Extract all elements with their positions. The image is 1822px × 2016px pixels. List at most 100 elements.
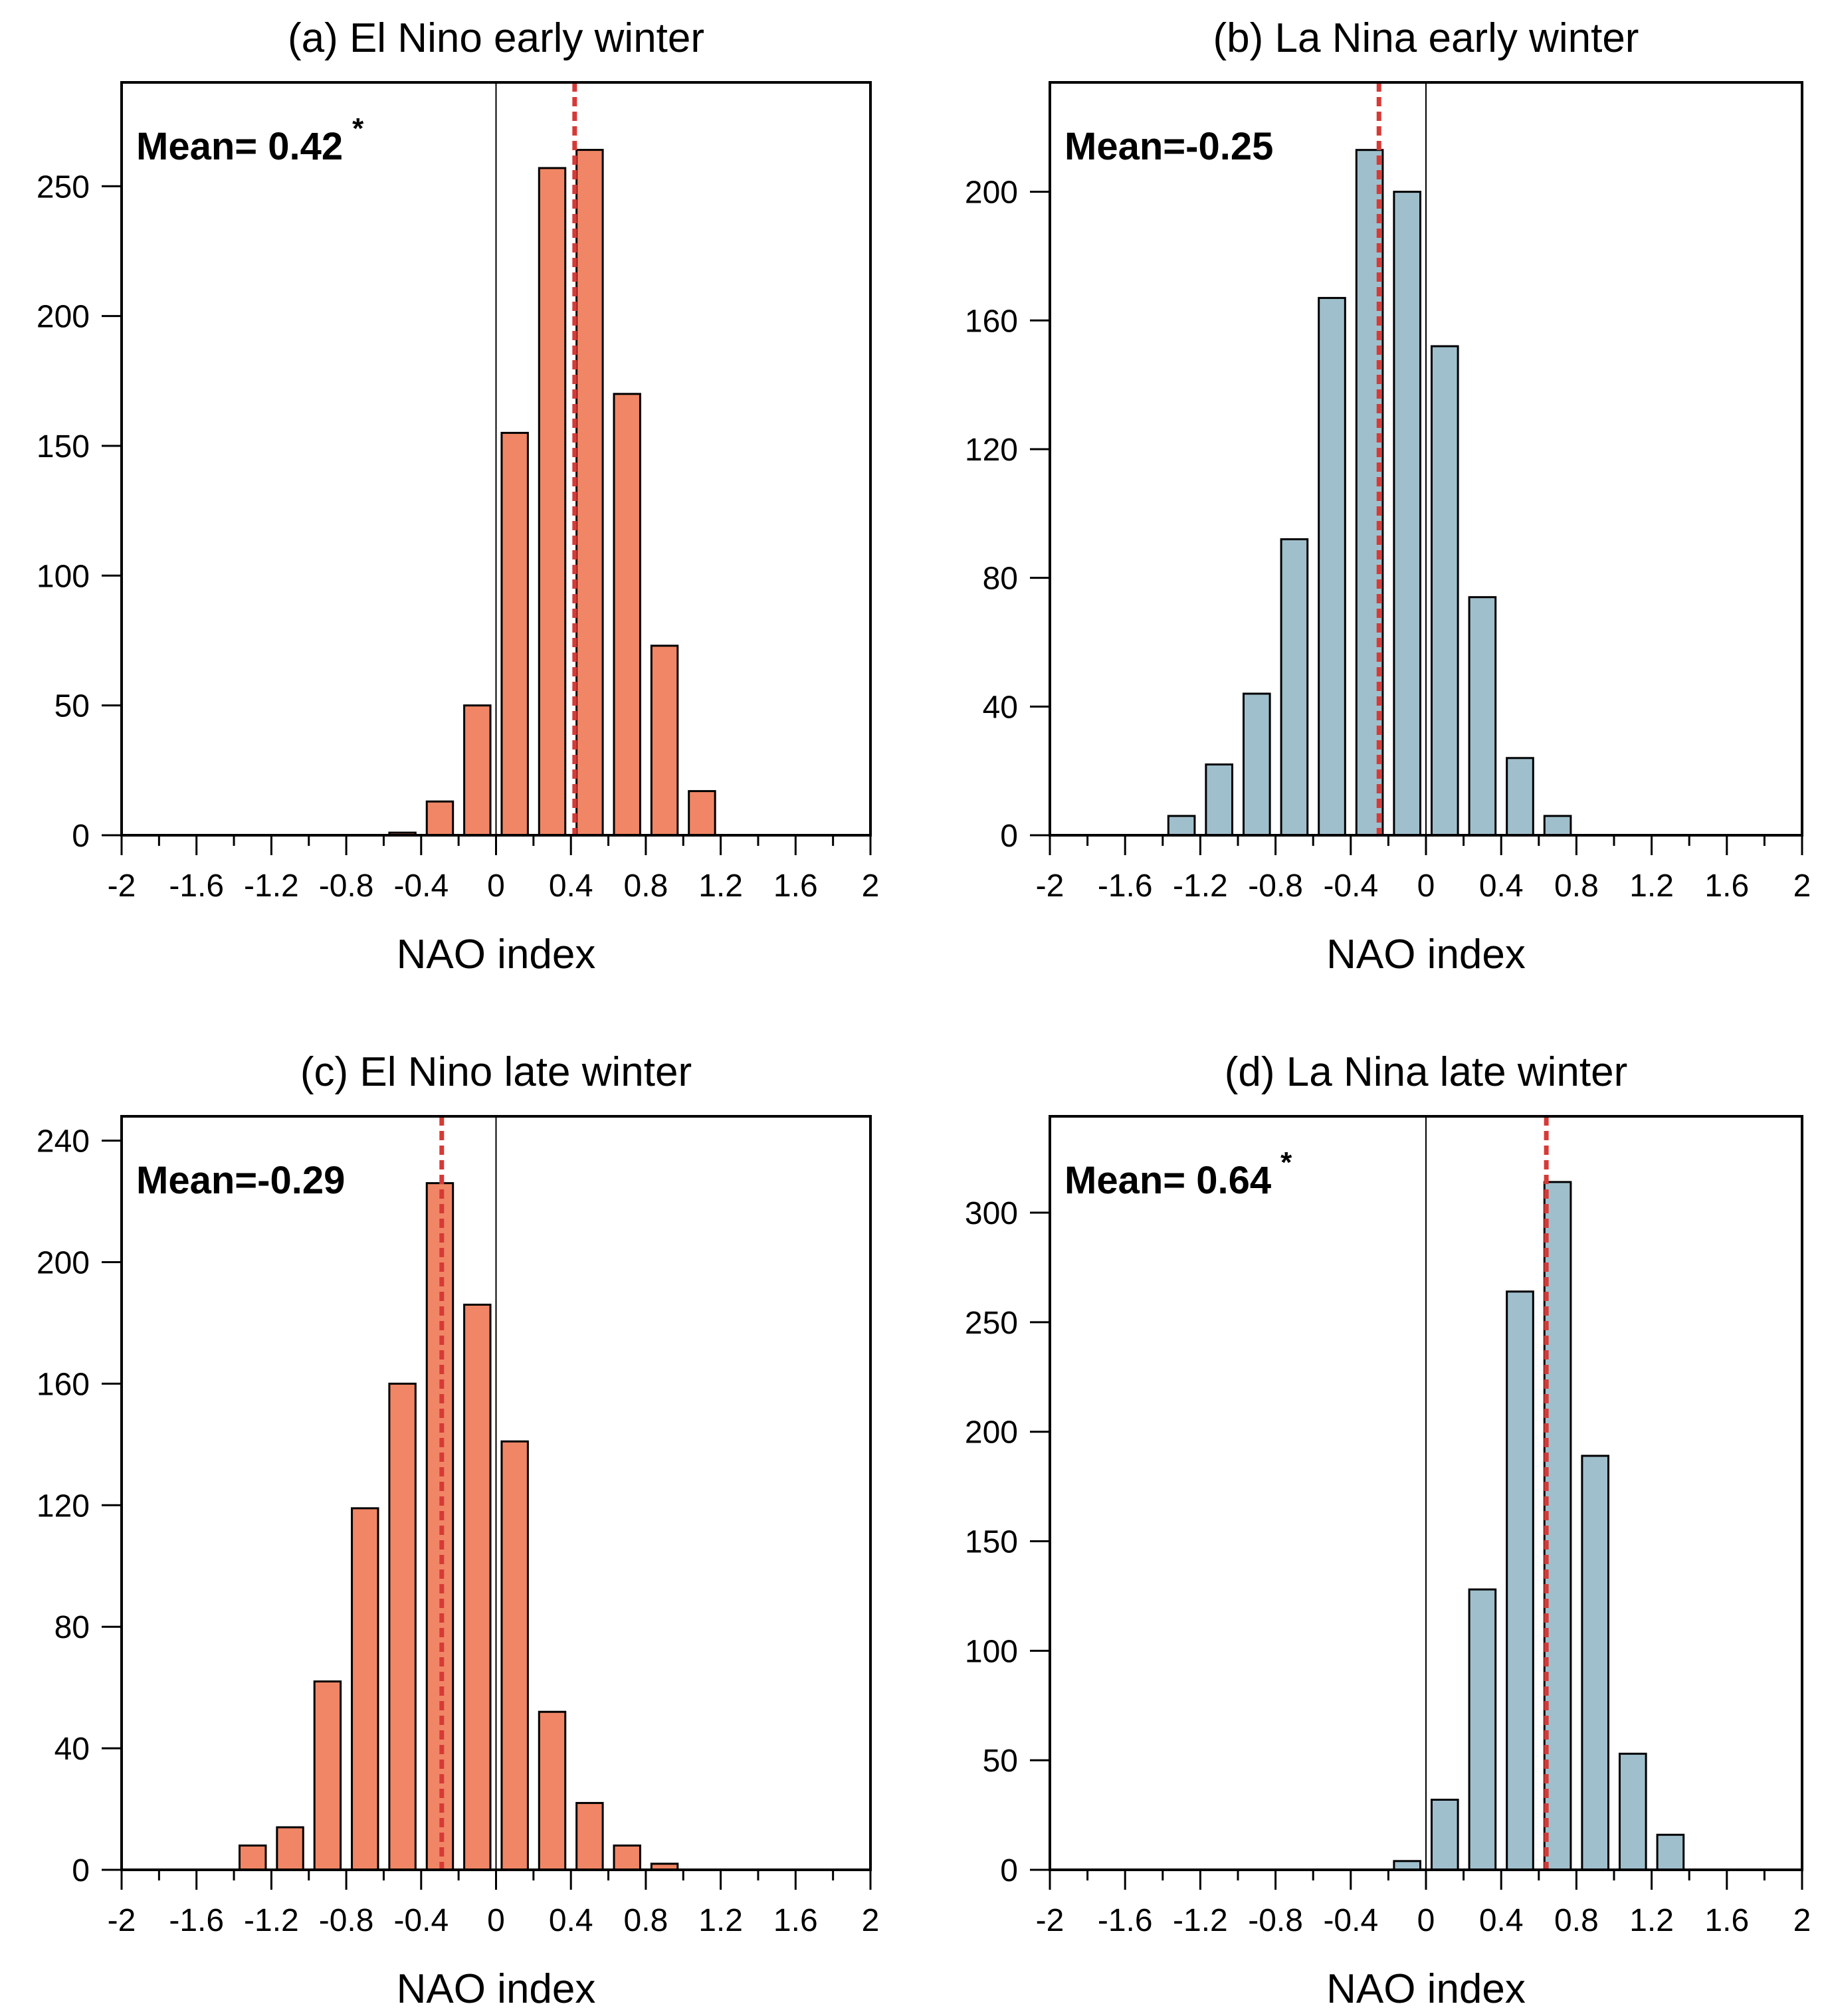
x-tick-label: -1.6: [169, 1903, 224, 1938]
y-tick-label: 240: [37, 1124, 90, 1159]
panel-a: (a) El Nino early winter -2 -1.6 -1.2 -0.8 -0…: [37, 15, 879, 977]
x-tick-label: 1.2: [698, 868, 743, 904]
x-tick-label: -1.2: [244, 1903, 299, 1938]
x-axis-label: NAO index: [1326, 1966, 1526, 2012]
x-tick-label: -0.8: [319, 1903, 374, 1938]
mean-annotation: Mean=-0.25: [1064, 125, 1273, 168]
x-tick-label: -2: [108, 1903, 136, 1938]
x-tick-label: -0.4: [1323, 868, 1378, 904]
histogram-bar: [313, 1680, 342, 1871]
x-tick-label: 0.8: [624, 1903, 668, 1938]
mean-annotation: Mean=-0.29: [136, 1159, 345, 1202]
y-tick-label: 80: [983, 561, 1018, 597]
histogram-bar: [650, 645, 679, 837]
x-tick-label: 2: [862, 868, 880, 904]
y-tick-label: 250: [965, 1306, 1018, 1341]
histogram-bar: [500, 431, 529, 837]
significance-star: *: [1280, 1146, 1292, 1179]
panel-title: (b) La Nina early winter: [1213, 15, 1639, 61]
histogram-bar: [1581, 1455, 1610, 1871]
histogram-bar: [1656, 1833, 1685, 1871]
histogram-bar: [1205, 763, 1234, 837]
x-tick-label: 1.2: [1629, 1903, 1674, 1938]
y-tick-label: 150: [37, 429, 90, 464]
x-tick-label: 1.6: [773, 1903, 818, 1938]
mean-annotation: Mean= 0.42: [136, 125, 343, 168]
x-tick-label: -0.4: [393, 1903, 449, 1938]
x-tick-label: 0.8: [1554, 1903, 1599, 1938]
x-tick-label: -1.6: [1098, 1903, 1153, 1938]
x-tick-label: 0: [487, 1903, 505, 1938]
x-tick-label: -0.4: [1323, 1903, 1378, 1938]
histogram-bar: [538, 1710, 567, 1871]
histogram-bar: [1280, 538, 1309, 837]
x-tick-label: 0: [1417, 1903, 1435, 1938]
histogram-bar: [1506, 757, 1534, 837]
x-tick-label: 1.6: [1704, 868, 1749, 904]
histogram-bar: [1318, 296, 1346, 837]
x-tick-label: -1.2: [244, 868, 299, 904]
histogram-bar: [463, 704, 492, 837]
histogram-bar: [1468, 1588, 1497, 1871]
histogram-bar: [1430, 1799, 1459, 1871]
panel-title: (a) El Nino early winter: [288, 15, 704, 61]
y-tick-label: 40: [983, 690, 1018, 725]
histogram-bar: [1430, 345, 1459, 837]
histogram-bar: [1393, 191, 1422, 837]
y-tick-label: 0: [1000, 1853, 1018, 1888]
histogram-bar: [1242, 692, 1271, 837]
mean-annotation: Mean= 0.64: [1064, 1159, 1271, 1202]
histogram-bar: [1468, 596, 1497, 837]
x-tick-label: -1.6: [1098, 868, 1153, 904]
x-tick-label: 0.4: [1479, 1903, 1524, 1938]
x-tick-label: 0: [487, 868, 505, 904]
y-tick-label: 150: [965, 1525, 1018, 1560]
histogram-bar: [1543, 815, 1572, 837]
y-tick-label: 160: [37, 1367, 90, 1402]
x-tick-label: -0.8: [1248, 868, 1303, 904]
y-tick-label: 160: [965, 304, 1018, 339]
x-tick-label: 0.8: [624, 868, 668, 904]
x-tick-label: -2: [1036, 868, 1064, 904]
y-tick-label: 80: [54, 1610, 90, 1645]
histogram-bar: [613, 393, 641, 837]
x-tick-label: -0.8: [319, 868, 374, 904]
x-axis-label: NAO index: [1326, 932, 1526, 977]
histogram-bar: [351, 1507, 379, 1871]
x-tick-label: 1.2: [698, 1903, 743, 1938]
x-tick-label: -0.8: [1248, 1903, 1303, 1938]
histogram-bar: [613, 1844, 641, 1871]
y-tick-label: 250: [37, 169, 90, 205]
x-tick-label: 0.8: [1554, 868, 1599, 904]
y-tick-label: 50: [983, 1744, 1018, 1779]
x-tick-label: 0.4: [549, 1903, 593, 1938]
y-tick-label: 0: [1000, 819, 1018, 854]
histogram-bar: [1167, 815, 1196, 837]
histogram-bar: [538, 167, 567, 837]
histogram-bar: [1618, 1752, 1647, 1871]
x-tick-label: 0: [1417, 868, 1435, 904]
x-tick-label: 2: [1793, 868, 1811, 904]
y-tick-label: 40: [54, 1732, 90, 1767]
y-tick-label: 120: [965, 433, 1018, 468]
x-tick-label: -2: [108, 868, 136, 904]
x-tick-label: 0.4: [549, 868, 593, 904]
y-tick-label: 100: [965, 1634, 1018, 1669]
x-tick-label: -1.6: [169, 868, 224, 904]
histogram-bar: [239, 1844, 267, 1871]
histogram-bar: [276, 1826, 304, 1871]
panel-title: (d) La Nina late winter: [1225, 1049, 1628, 1095]
x-tick-label: 1.2: [1629, 868, 1674, 904]
y-tick-label: 0: [72, 819, 90, 854]
y-tick-label: 100: [37, 559, 90, 594]
panel-d: (d) La Nina late winter -2 -1.6 -1.2 -0.8 -0.…: [965, 1049, 1811, 2012]
y-tick-label: 200: [965, 175, 1018, 211]
y-tick-label: 200: [37, 1245, 90, 1280]
y-tick-label: 200: [965, 1415, 1018, 1451]
x-axis-label: NAO index: [397, 1966, 596, 2012]
histogram-bar: [1543, 1181, 1572, 1871]
histogram-bar: [425, 800, 455, 837]
panel-title: (c) El Nino late winter: [300, 1049, 692, 1095]
x-tick-label: -2: [1036, 1903, 1064, 1938]
